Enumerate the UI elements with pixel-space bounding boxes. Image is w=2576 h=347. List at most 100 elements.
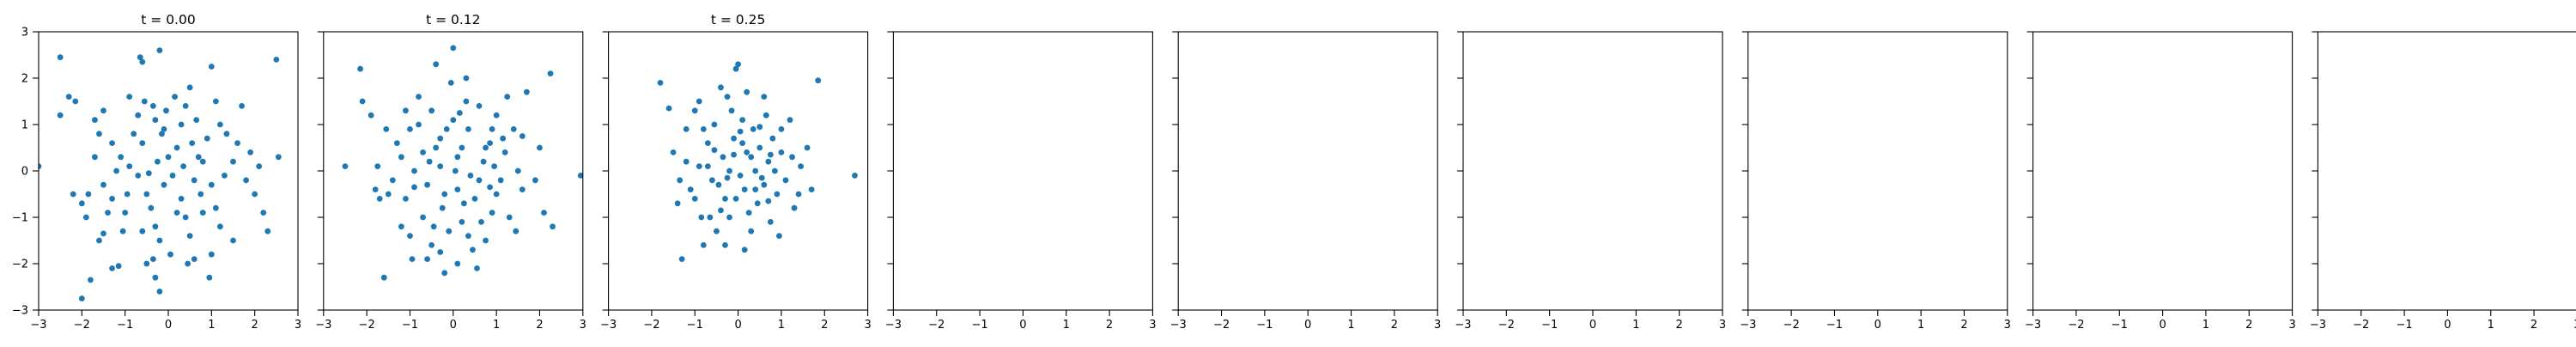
x-tick-label: −1 bbox=[1826, 319, 1843, 332]
x-tick-label: −3 bbox=[885, 319, 902, 332]
data-point bbox=[389, 177, 396, 184]
data-point bbox=[212, 204, 219, 211]
data-point bbox=[532, 177, 538, 184]
data-point bbox=[657, 80, 664, 86]
data-point bbox=[243, 177, 249, 184]
data-point bbox=[752, 186, 759, 193]
subplot-title: t = 0.12 bbox=[426, 12, 480, 27]
data-point bbox=[700, 242, 707, 248]
data-point bbox=[452, 167, 459, 174]
data-point bbox=[109, 140, 115, 147]
data-point bbox=[487, 184, 493, 191]
data-point bbox=[182, 103, 189, 109]
data-point bbox=[82, 214, 89, 221]
data-point bbox=[454, 186, 461, 193]
data-point bbox=[252, 191, 258, 198]
data-point bbox=[454, 154, 461, 161]
axes-frame bbox=[1462, 31, 1723, 311]
data-point bbox=[65, 94, 72, 100]
data-point bbox=[212, 98, 219, 105]
data-point bbox=[577, 173, 583, 179]
data-point bbox=[109, 196, 115, 202]
data-point bbox=[139, 228, 146, 234]
data-point bbox=[446, 228, 453, 234]
data-point bbox=[208, 64, 215, 70]
x-tick-label: 1 bbox=[2488, 319, 2494, 332]
data-point bbox=[715, 181, 722, 188]
x-tick-label: −3 bbox=[600, 319, 617, 332]
data-point bbox=[459, 219, 465, 225]
x-tick-label: 2 bbox=[1960, 319, 1967, 332]
data-point bbox=[761, 181, 768, 188]
data-point bbox=[774, 191, 781, 198]
y-tick-label: −2 bbox=[12, 259, 28, 271]
data-point bbox=[100, 107, 106, 114]
data-point bbox=[778, 149, 785, 155]
x-tick-label: −3 bbox=[1455, 319, 1471, 332]
x-tick-label: 3 bbox=[1719, 319, 1726, 332]
data-point bbox=[152, 274, 159, 281]
data-point bbox=[393, 140, 400, 147]
data-point bbox=[398, 223, 404, 230]
data-point bbox=[424, 256, 430, 262]
data-point bbox=[691, 107, 698, 114]
data-point bbox=[756, 124, 763, 131]
data-point bbox=[273, 57, 280, 63]
data-point bbox=[208, 251, 215, 258]
data-point bbox=[420, 214, 426, 221]
data-point bbox=[135, 112, 142, 119]
x-tick-label: 1 bbox=[2202, 319, 2209, 332]
data-point bbox=[156, 237, 163, 244]
data-point bbox=[489, 126, 495, 132]
data-point bbox=[178, 121, 185, 128]
axes-frame bbox=[38, 31, 299, 311]
data-point bbox=[456, 110, 463, 116]
data-point bbox=[372, 186, 379, 193]
data-point bbox=[239, 103, 245, 109]
y-tick-label: −1 bbox=[12, 212, 28, 225]
data-point bbox=[724, 94, 731, 100]
data-point bbox=[665, 105, 672, 112]
data-point bbox=[737, 128, 744, 135]
data-point bbox=[767, 151, 774, 158]
data-point bbox=[748, 228, 755, 234]
data-point bbox=[720, 154, 726, 161]
data-point bbox=[789, 154, 795, 161]
x-tick-label: −1 bbox=[2396, 319, 2412, 332]
subplot-1: −3 −2 −1 0 1 2 3 −3 −2 −1 0 1 2 3 t = 0.00 bbox=[12, 12, 301, 332]
data-point bbox=[726, 167, 732, 174]
data-point bbox=[696, 163, 702, 170]
data-point bbox=[72, 98, 79, 105]
data-point bbox=[497, 177, 504, 184]
data-point bbox=[737, 173, 744, 179]
subplot-4: −3 −2 −1 0 1 2 3 bbox=[885, 31, 1157, 332]
data-point bbox=[711, 147, 718, 154]
data-point bbox=[169, 173, 176, 179]
x-tick-label: −2 bbox=[359, 319, 375, 332]
data-point bbox=[165, 154, 172, 161]
data-point bbox=[732, 196, 739, 202]
x-tick-label: 2 bbox=[1106, 319, 1113, 332]
subplot-2: −3 −2 −1 0 1 2 3 t = 0.12 bbox=[315, 12, 586, 332]
data-point bbox=[756, 144, 763, 151]
axes-frame bbox=[1177, 31, 1438, 311]
data-point bbox=[787, 117, 793, 124]
data-point bbox=[722, 242, 728, 248]
data-point bbox=[357, 65, 363, 72]
data-point bbox=[57, 112, 64, 119]
data-point bbox=[519, 186, 526, 193]
data-point bbox=[96, 131, 102, 137]
data-point bbox=[741, 247, 748, 253]
x-tick-label: 3 bbox=[295, 319, 301, 332]
data-point bbox=[264, 228, 271, 234]
data-point bbox=[769, 135, 776, 142]
x-tick-label: 2 bbox=[821, 319, 828, 332]
data-point bbox=[380, 274, 387, 281]
x-tick-label: −3 bbox=[1740, 319, 1756, 332]
subplot-3: −3 −2 −1 0 1 2 3 t = 0.25 bbox=[600, 12, 872, 332]
data-point bbox=[428, 242, 435, 248]
data-point bbox=[741, 186, 748, 193]
data-point bbox=[156, 47, 163, 53]
data-point bbox=[771, 167, 778, 174]
data-point bbox=[385, 191, 392, 198]
